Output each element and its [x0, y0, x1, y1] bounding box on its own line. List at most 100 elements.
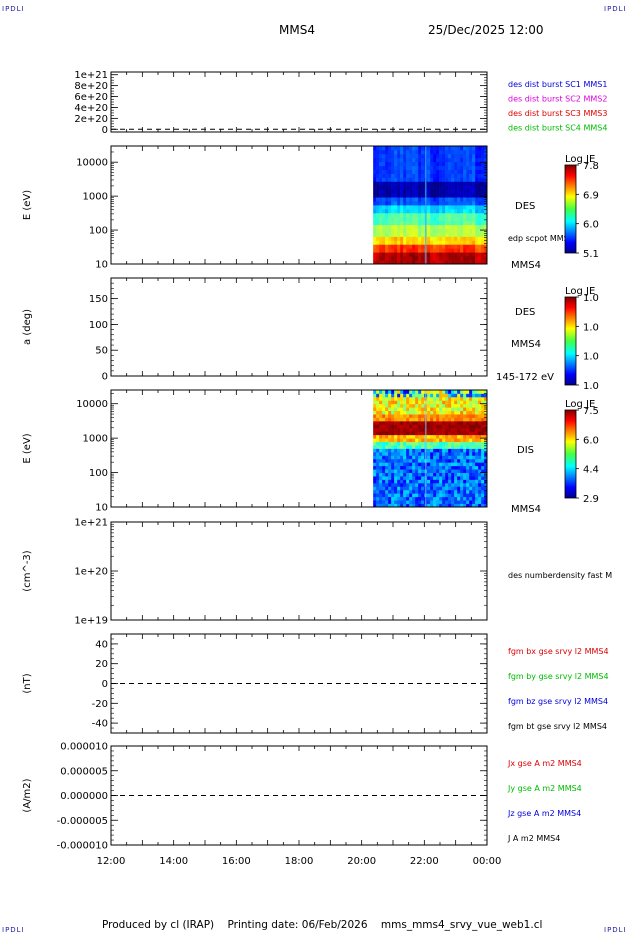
- y-tick-label: 0: [102, 372, 108, 383]
- panel-p5: 1e+21 1e+20 1e+19 (cm^-3) des numberdensity …: [22, 518, 612, 627]
- x-tick-label: 22:00: [410, 856, 439, 867]
- spacecraft-title: MMS4: [279, 23, 315, 37]
- y-tick-label: 1e+21: [74, 70, 108, 81]
- y-axis-label: (cm^-3): [22, 550, 33, 591]
- colorbar-label: 7.8: [583, 161, 599, 172]
- colorbar: [564, 164, 577, 254]
- corner-label-top-right: IPDLI: [604, 5, 627, 13]
- spacecraft-label: MMS4: [511, 504, 541, 515]
- colorbar-label: 6.0: [583, 220, 599, 231]
- y-tick-label: 1000: [83, 192, 108, 203]
- y-tick-label: 10000: [76, 399, 108, 410]
- colorbar-label: 4.4: [583, 465, 599, 476]
- x-tick-label: 18:00: [285, 856, 314, 867]
- legend-entry: Jz gse A m2 MMS4: [507, 809, 581, 818]
- colorbar-label: 1.0: [583, 293, 599, 304]
- y-tick-label: 1e+21: [74, 518, 108, 529]
- datetime-title: 25/Dec/2025 12:00: [428, 23, 544, 37]
- legend-entry: Jy gse A m2 MMS4: [507, 784, 582, 793]
- colorbar-title: Log JE: [565, 399, 595, 410]
- legend-entry: des dist burst SC4 MMS4: [508, 124, 607, 133]
- footer-produced-by: Produced by cl (IRAP): [102, 919, 215, 931]
- spacecraft-label: MMS4: [511, 260, 541, 271]
- colorbar-label: 2.9: [583, 494, 599, 505]
- y-tick-label: 1e+19: [74, 616, 108, 627]
- y-tick-label: 150: [89, 294, 108, 305]
- colorbar-label: 1.0: [583, 381, 599, 392]
- colorbar-title: Log JE: [565, 154, 595, 165]
- energy-range-label: 145-172 eV: [496, 372, 554, 383]
- instrument-label: DIS: [517, 445, 534, 456]
- legend-entry: des dist burst SC3 MMS3: [508, 109, 607, 118]
- y-tick-label: 0.000000: [60, 791, 108, 802]
- corner-label-bottom-left: IPDLI: [2, 926, 25, 934]
- instrument-label: DES: [515, 307, 535, 318]
- y-axis-label: a (deg): [22, 309, 33, 345]
- legend-entry: des dist burst SC1 MMS1: [508, 80, 607, 89]
- y-tick-label: 0.000010: [60, 742, 108, 753]
- panel-p7: 0.000010 0.000005 0.000000 -0.000005 -0.0000…: [22, 742, 582, 852]
- y-tick-label: 100: [89, 226, 108, 237]
- y-axis-label: (nT): [22, 673, 33, 693]
- legend-entry: des numberdensity fast M: [508, 571, 612, 580]
- legend-entry: fgm bx gse srvy l2 MMS4: [508, 647, 609, 656]
- x-tick-label: 12:00: [97, 856, 126, 867]
- panel-p4: 10000 1000 100 10 E (eV) DIS MMS4 Log JE7.5 6.0 4…: [22, 389, 599, 515]
- y-tick-label: 20: [95, 659, 108, 670]
- y-tick-label: 50: [95, 346, 108, 357]
- y-tick-label: 2e+20: [74, 114, 108, 125]
- instrument-label: DES: [515, 201, 535, 212]
- y-tick-label: 10: [95, 260, 108, 271]
- legend-entry: fgm bz gse srvy l2 MMS4: [508, 697, 608, 706]
- corner-label-top-left: IPDLI: [2, 5, 25, 13]
- corner-label-bottom-right: IPDLI: [604, 926, 627, 934]
- colorbar-label: 6.0: [583, 435, 599, 446]
- colorbar: [564, 409, 577, 499]
- y-tick-label: -0.000005: [57, 816, 108, 827]
- y-tick-label: 10000: [76, 158, 108, 169]
- panel-frame: [110, 71, 488, 133]
- y-tick-label: 0: [102, 125, 108, 136]
- y-tick-label: 100: [89, 320, 108, 331]
- legend-entry: fgm by gse srvy l2 MMS4: [508, 672, 609, 681]
- colorbar-label: 7.5: [583, 406, 599, 417]
- colorbar-label: 1.0: [583, 352, 599, 363]
- y-tick-label: 10: [95, 503, 108, 514]
- y-axis-label: E (eV): [22, 190, 33, 220]
- legend-entry: des dist burst SC2 MMS2: [508, 95, 607, 104]
- x-tick-label: 20:00: [347, 856, 376, 867]
- panel-frame: [110, 277, 488, 377]
- y-axis-label: E (eV): [22, 433, 33, 463]
- footer-printing-date: Printing date: 06/Feb/2026: [227, 919, 368, 931]
- panel-p6: 40 20 0 -20 -40 (nT) fgm bx gse srvy l2 MMS4 fg…: [22, 633, 609, 734]
- legend-entry: Jx gse A m2 MMS4: [507, 759, 582, 768]
- colorbar-label: 6.9: [583, 190, 599, 201]
- x-tick-label: 00:00: [473, 856, 502, 867]
- legend-entry: J A m2 MMS4: [507, 834, 560, 843]
- colorbar: [564, 296, 577, 386]
- scpot-label: edp scpot MMS4: [508, 234, 574, 243]
- y-tick-label: 1e+20: [74, 567, 108, 578]
- spacecraft-label: MMS4: [511, 339, 541, 350]
- colorbar-label: 1.0: [583, 322, 599, 333]
- y-tick-label: 0: [102, 679, 108, 690]
- x-tick-label: 16:00: [222, 856, 251, 867]
- y-axis-label: (A/m2): [22, 778, 33, 812]
- footer-line: Produced by cl (IRAP) Printing date: 06/…: [102, 919, 542, 931]
- legend-entry: fgm bt gse srvy l2 MMS4: [508, 722, 607, 731]
- y-tick-label: 100: [89, 468, 108, 479]
- dis-energy-spectrogram: [373, 390, 488, 508]
- y-tick-label: 6e+20: [74, 92, 108, 103]
- panel-frame: [110, 521, 488, 621]
- x-tick-label: 14:00: [159, 856, 188, 867]
- y-tick-label: 8e+20: [74, 81, 108, 92]
- colorbar-title: Log JE: [565, 286, 595, 297]
- colorbar-label: 5.1: [583, 249, 599, 260]
- y-tick-label: 40: [95, 639, 108, 650]
- panel-p2: 10000 1000 100 10 E (eV) DES edp scpot MMS4 MMS…: [22, 145, 599, 271]
- y-tick-label: 1000: [83, 434, 108, 445]
- des-energy-spectrogram: [373, 146, 488, 265]
